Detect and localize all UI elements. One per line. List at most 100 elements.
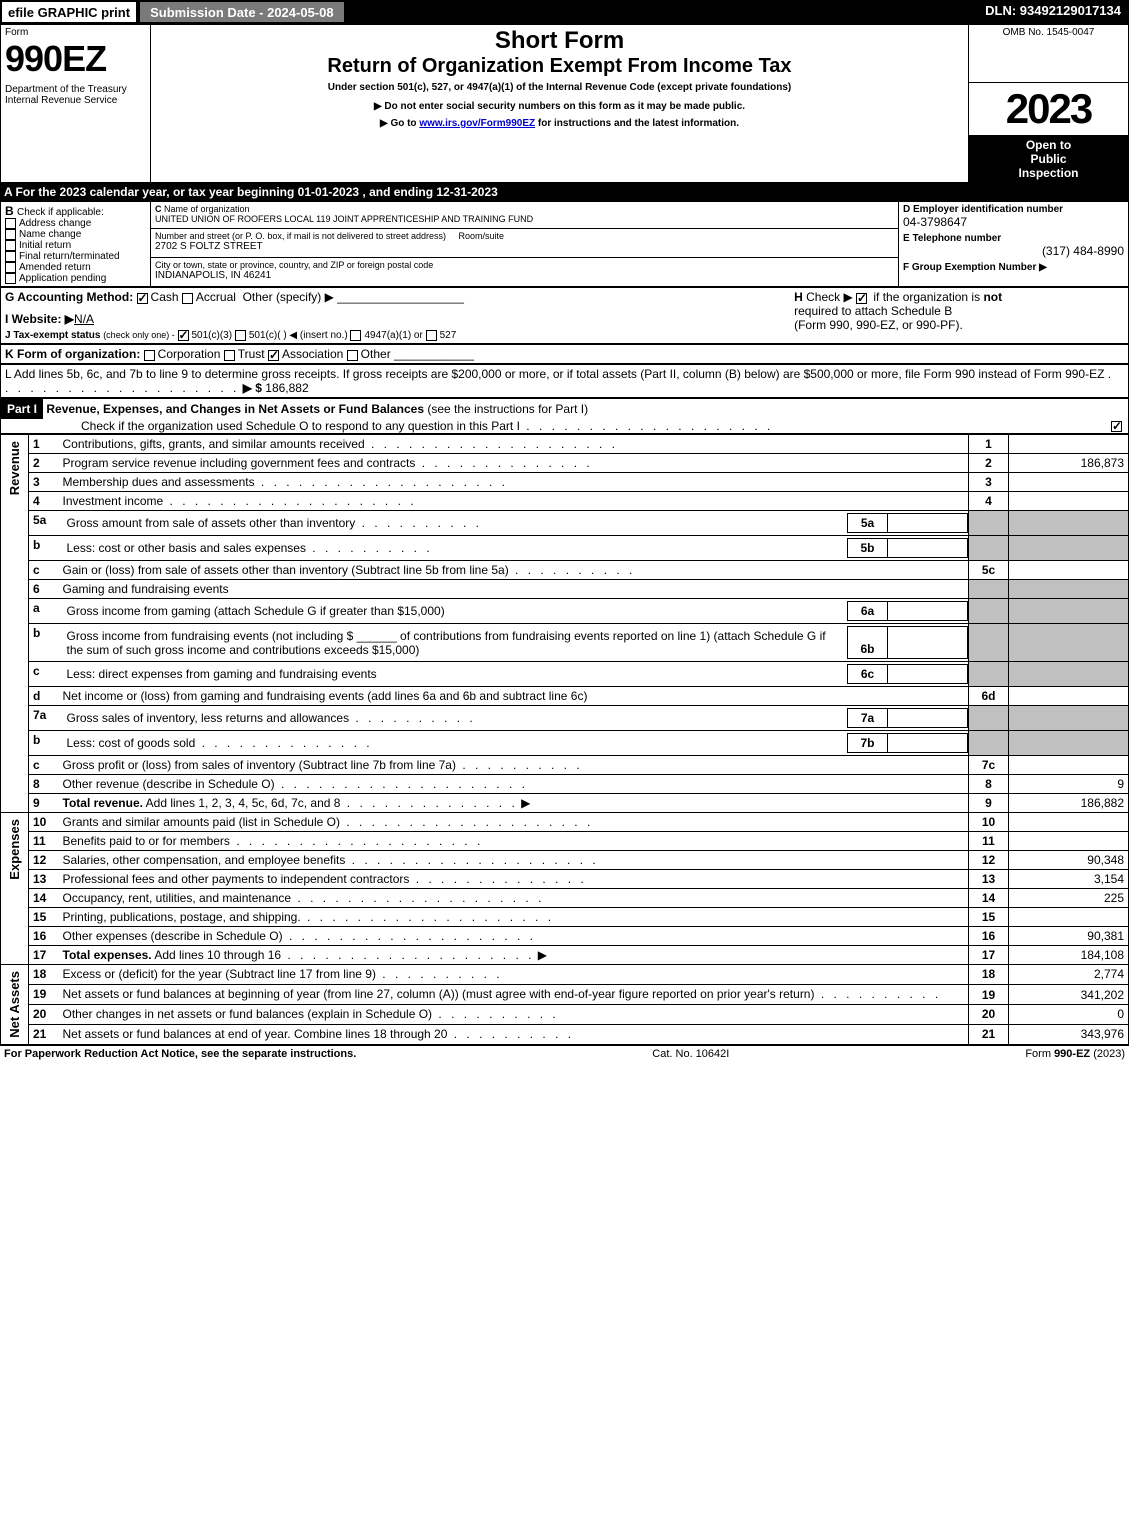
name-change-label: Name change — [19, 229, 81, 240]
expenses-vlabel: Expenses — [5, 815, 24, 884]
line-13-box: 13 — [969, 870, 1009, 889]
dln-label: DLN: 93492129017134 — [977, 0, 1129, 24]
line-19-num: 19 — [29, 985, 59, 1005]
line-6a-shade — [969, 599, 1009, 624]
line-7c-desc: Gross profit or (loss) from sales of inv… — [63, 758, 456, 772]
street-address: 2702 S FOLTZ STREET — [155, 241, 894, 252]
501c-checkbox[interactable] — [235, 330, 246, 341]
form-word: Form — [5, 27, 146, 38]
line-9-desc2: Add lines 1, 2, 3, 4, 5c, 6d, 7c, and 8 — [143, 796, 340, 810]
line-21-box: 21 — [969, 1025, 1009, 1045]
line-20-num: 20 — [29, 1005, 59, 1025]
line-5c-amt — [1009, 561, 1129, 580]
line-2-num: 2 — [29, 454, 59, 473]
schedule-o-checkbox[interactable] — [1111, 421, 1122, 432]
line-7b-shade — [969, 731, 1009, 756]
line-6c-amt-shade — [1009, 662, 1129, 687]
501c3-checkbox[interactable] — [178, 330, 189, 341]
application-pending-checkbox[interactable] — [5, 273, 16, 284]
line-15-num: 15 — [29, 908, 59, 927]
line-5a-shade — [969, 511, 1009, 536]
association-checkbox[interactable] — [268, 350, 279, 361]
line-5b-minibox: 5b — [848, 539, 888, 558]
tax-year-end: 12-31-2023 — [436, 185, 497, 199]
line-11-num: 11 — [29, 832, 59, 851]
irs-link[interactable]: www.irs.gov/Form990EZ — [419, 118, 535, 129]
initial-return-checkbox[interactable] — [5, 240, 16, 251]
sec-l-text: L Add lines 5b, 6c, and 7b to line 9 to … — [5, 367, 1104, 381]
trust-label: Trust — [238, 347, 265, 361]
tax-year-begin: 01-01-2023 — [298, 185, 359, 199]
line-20-amt: 0 — [1009, 1005, 1129, 1025]
line-3-num: 3 — [29, 473, 59, 492]
accrual-label: Accrual — [196, 290, 236, 304]
corporation-checkbox[interactable] — [144, 350, 155, 361]
line-3-desc: Membership dues and assessments — [63, 475, 255, 489]
line-6a-amt-shade — [1009, 599, 1129, 624]
other-specify-label: Other (specify) ▶ — [243, 290, 334, 304]
line-1-desc: Contributions, gifts, grants, and simila… — [63, 437, 365, 451]
line-7a-desc: Gross sales of inventory, less returns a… — [67, 711, 350, 725]
irs-label: Internal Revenue Service — [5, 95, 146, 106]
line-1-box: 1 — [969, 435, 1009, 454]
line-6d-box: 6d — [969, 687, 1009, 706]
line-12-desc: Salaries, other compensation, and employ… — [63, 853, 346, 867]
schedule-b-checkbox[interactable] — [856, 293, 867, 304]
line-7a-num: 7a — [29, 706, 59, 731]
line-10-num: 10 — [29, 813, 59, 832]
line-4-box: 4 — [969, 492, 1009, 511]
line-3-amt — [1009, 473, 1129, 492]
initial-return-label: Initial return — [19, 240, 71, 251]
line-6c-minibox: 6c — [848, 665, 888, 684]
trust-checkbox[interactable] — [224, 350, 235, 361]
line-7b-num: b — [29, 731, 59, 756]
line-17-num: 17 — [29, 946, 59, 965]
cash-checkbox[interactable] — [137, 293, 148, 304]
name-change-checkbox[interactable] — [5, 229, 16, 240]
4947a1-checkbox[interactable] — [350, 330, 361, 341]
line-5b-desc: Less: cost or other basis and sales expe… — [67, 541, 306, 555]
line-15-desc: Printing, publications, postage, and shi… — [63, 910, 301, 924]
footer-right: Form 990-EZ (2023) — [1025, 1048, 1125, 1060]
sec-l-arrow: ▶ $ — [243, 381, 266, 395]
line-7b-amt-shade — [1009, 731, 1129, 756]
sec-i-label: I Website: ▶ — [5, 312, 74, 326]
line-15-amt — [1009, 908, 1129, 927]
room-suite-label: Room/suite — [458, 231, 504, 241]
top-bar: efile GRAPHIC print Submission Date - 20… — [0, 0, 1129, 24]
line-21-amt: 343,976 — [1009, 1025, 1129, 1045]
name-of-org-label: Name of organization — [164, 204, 250, 214]
sec-b-label: B — [5, 204, 14, 218]
line-16-desc: Other expenses (describe in Schedule O) — [63, 929, 283, 943]
short-form-title: Short Form — [155, 27, 964, 55]
line-2-box: 2 — [969, 454, 1009, 473]
line-4-amt — [1009, 492, 1129, 511]
line-2-desc: Program service revenue including govern… — [63, 456, 416, 470]
line-11-box: 11 — [969, 832, 1009, 851]
line-5a-desc: Gross amount from sale of assets other t… — [67, 516, 356, 530]
gross-receipts-amount: 186,882 — [265, 381, 308, 395]
part-i-header-row: Part I Revenue, Expenses, and Changes in… — [0, 398, 1129, 434]
address-change-checkbox[interactable] — [5, 218, 16, 229]
line-8-desc: Other revenue (describe in Schedule O) — [63, 777, 275, 791]
note-goto: ▶ Go to www.irs.gov/Form990EZ for instru… — [155, 118, 964, 129]
line-7b-desc: Less: cost of goods sold — [67, 736, 196, 750]
line-12-amt: 90,348 — [1009, 851, 1129, 870]
form-number: 990EZ — [5, 38, 146, 80]
line-8-box: 8 — [969, 775, 1009, 794]
amended-return-checkbox[interactable] — [5, 262, 16, 273]
line-5b-miniamt — [888, 539, 968, 558]
street-label: Number and street (or P. O. box, if mail… — [155, 231, 446, 241]
final-return-checkbox[interactable] — [5, 251, 16, 262]
line-6a-minibox: 6a — [848, 602, 888, 621]
org-info-table: B Check if applicable: Address change Na… — [0, 201, 1129, 288]
line-10-desc: Grants and similar amounts paid (list in… — [63, 815, 340, 829]
sec-a-mid: , and ending — [359, 185, 436, 199]
accrual-checkbox[interactable] — [182, 293, 193, 304]
line-1-amt — [1009, 435, 1129, 454]
lines-table: Revenue 1 Contributions, gifts, grants, … — [0, 434, 1129, 1045]
line-20-desc: Other changes in net assets or fund bala… — [63, 1007, 433, 1021]
other-org-checkbox[interactable] — [347, 350, 358, 361]
527-checkbox[interactable] — [426, 330, 437, 341]
line-6b-minibox: 6b — [848, 627, 888, 659]
